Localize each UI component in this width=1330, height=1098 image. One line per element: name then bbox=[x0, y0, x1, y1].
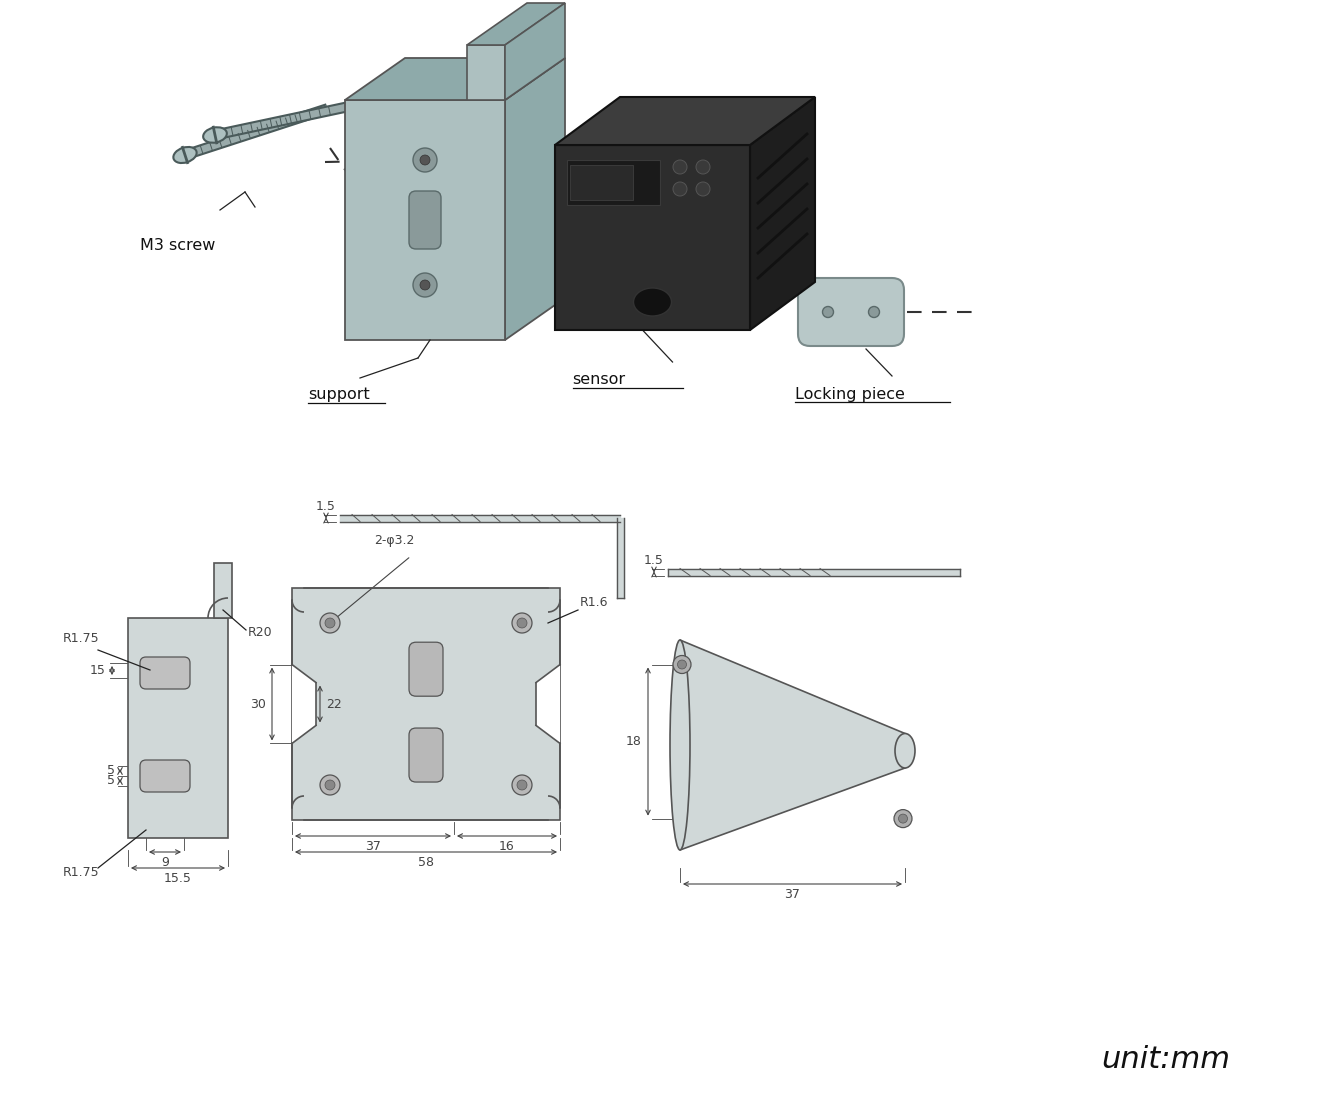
Text: 15: 15 bbox=[90, 664, 106, 677]
Ellipse shape bbox=[414, 273, 438, 296]
Text: 9: 9 bbox=[161, 855, 169, 869]
Text: 2-φ3.2: 2-φ3.2 bbox=[374, 534, 415, 547]
Polygon shape bbox=[750, 97, 815, 330]
Text: M3 screw: M3 screw bbox=[140, 237, 215, 253]
Text: support: support bbox=[309, 388, 370, 403]
Text: R20: R20 bbox=[247, 626, 273, 639]
Polygon shape bbox=[505, 58, 565, 340]
FancyBboxPatch shape bbox=[798, 278, 904, 346]
Text: 15.5: 15.5 bbox=[164, 872, 192, 885]
Text: 5: 5 bbox=[106, 774, 114, 787]
FancyBboxPatch shape bbox=[410, 642, 443, 696]
Ellipse shape bbox=[822, 306, 834, 317]
Polygon shape bbox=[467, 3, 565, 45]
Circle shape bbox=[517, 780, 527, 789]
Polygon shape bbox=[344, 58, 565, 100]
FancyBboxPatch shape bbox=[140, 760, 190, 792]
Polygon shape bbox=[293, 589, 560, 820]
Polygon shape bbox=[467, 45, 505, 100]
Text: R1.6: R1.6 bbox=[580, 596, 609, 609]
Text: 1.5: 1.5 bbox=[317, 501, 336, 514]
Polygon shape bbox=[536, 664, 560, 743]
Text: 22: 22 bbox=[326, 697, 342, 710]
Polygon shape bbox=[555, 97, 815, 145]
Polygon shape bbox=[571, 165, 633, 200]
Text: 58: 58 bbox=[418, 855, 434, 869]
Text: 37: 37 bbox=[785, 887, 801, 900]
Circle shape bbox=[696, 160, 710, 173]
Text: R1.75: R1.75 bbox=[63, 632, 100, 645]
Text: 16: 16 bbox=[499, 840, 515, 852]
Circle shape bbox=[325, 618, 335, 628]
Ellipse shape bbox=[633, 288, 672, 316]
Circle shape bbox=[517, 618, 527, 628]
Text: 1.5: 1.5 bbox=[644, 554, 664, 568]
Text: 5: 5 bbox=[106, 764, 114, 777]
Text: 37: 37 bbox=[364, 840, 380, 852]
FancyBboxPatch shape bbox=[140, 657, 190, 690]
Circle shape bbox=[321, 775, 340, 795]
Polygon shape bbox=[128, 618, 227, 838]
Polygon shape bbox=[567, 160, 660, 205]
Circle shape bbox=[512, 613, 532, 634]
FancyBboxPatch shape bbox=[410, 728, 443, 782]
Circle shape bbox=[321, 613, 340, 634]
Polygon shape bbox=[680, 640, 904, 850]
Text: unit:mm: unit:mm bbox=[1101, 1045, 1230, 1075]
Circle shape bbox=[673, 182, 688, 197]
FancyBboxPatch shape bbox=[410, 191, 442, 249]
Circle shape bbox=[899, 814, 907, 824]
Ellipse shape bbox=[895, 733, 915, 768]
Ellipse shape bbox=[173, 147, 197, 163]
Circle shape bbox=[894, 809, 912, 828]
Polygon shape bbox=[344, 100, 505, 340]
Text: R1.75: R1.75 bbox=[63, 866, 100, 879]
Ellipse shape bbox=[414, 148, 438, 172]
Circle shape bbox=[325, 780, 335, 789]
Ellipse shape bbox=[868, 306, 879, 317]
Polygon shape bbox=[555, 145, 750, 330]
Text: sensor: sensor bbox=[572, 372, 625, 388]
Circle shape bbox=[696, 182, 710, 197]
Circle shape bbox=[673, 656, 692, 673]
Polygon shape bbox=[214, 563, 231, 618]
Ellipse shape bbox=[203, 127, 227, 143]
Text: Locking piece: Locking piece bbox=[795, 386, 904, 402]
Ellipse shape bbox=[420, 155, 430, 165]
Text: 30: 30 bbox=[250, 697, 266, 710]
Polygon shape bbox=[505, 3, 565, 100]
Polygon shape bbox=[293, 664, 317, 743]
Circle shape bbox=[677, 660, 686, 669]
Ellipse shape bbox=[670, 640, 690, 850]
Circle shape bbox=[512, 775, 532, 795]
Ellipse shape bbox=[420, 280, 430, 290]
Circle shape bbox=[673, 160, 688, 173]
Text: 18: 18 bbox=[626, 735, 642, 748]
